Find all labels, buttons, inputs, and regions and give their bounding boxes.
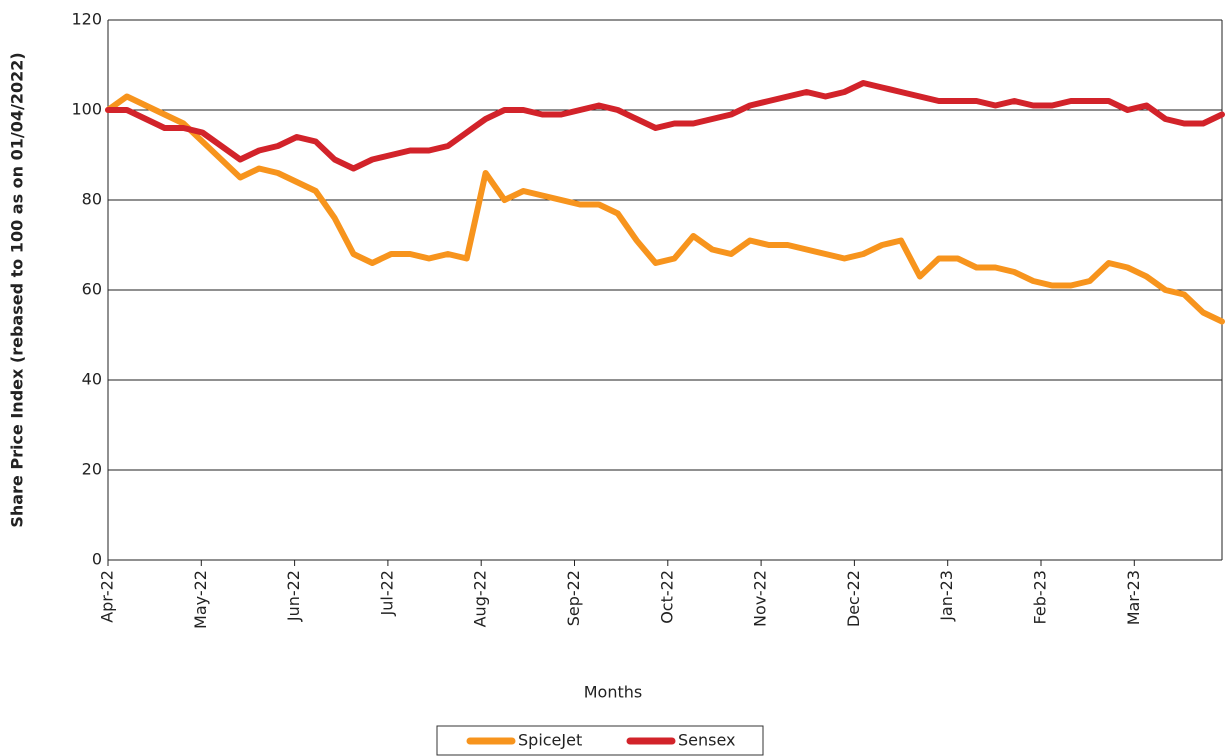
x-tick-label: Oct-22 [657, 570, 676, 624]
x-tick-label: May-22 [191, 570, 210, 629]
y-tick-label: 120 [71, 10, 102, 29]
x-tick-label: Aug-22 [471, 570, 490, 627]
y-tick-label: 80 [82, 190, 102, 209]
x-tick-label: Nov-22 [751, 570, 770, 627]
x-tick-label: Jan-23 [937, 570, 956, 622]
x-tick-label: Jul-22 [377, 570, 396, 616]
x-tick-label: Dec-22 [844, 570, 863, 627]
legend-label: Sensex [678, 731, 736, 750]
legend-label: SpiceJet [518, 731, 582, 750]
x-axis-title: Months [584, 683, 642, 702]
y-tick-label: 0 [92, 550, 102, 569]
x-tick-label: Jun-22 [284, 570, 303, 622]
y-tick-label: 40 [82, 370, 102, 389]
y-axis-title: Share Price Index (rebased to 100 as on … [8, 52, 27, 527]
x-tick-label: Apr-22 [98, 570, 117, 623]
x-tick-label: Mar-23 [1124, 570, 1143, 625]
series-line [105, 80, 1225, 172]
x-tick-label: Sep-22 [564, 570, 583, 626]
y-tick-label: 100 [71, 100, 102, 119]
y-tick-label: 20 [82, 460, 102, 479]
y-tick-label: 60 [82, 280, 102, 299]
x-tick-label: Feb-23 [1030, 570, 1049, 624]
series-line [105, 93, 1225, 325]
